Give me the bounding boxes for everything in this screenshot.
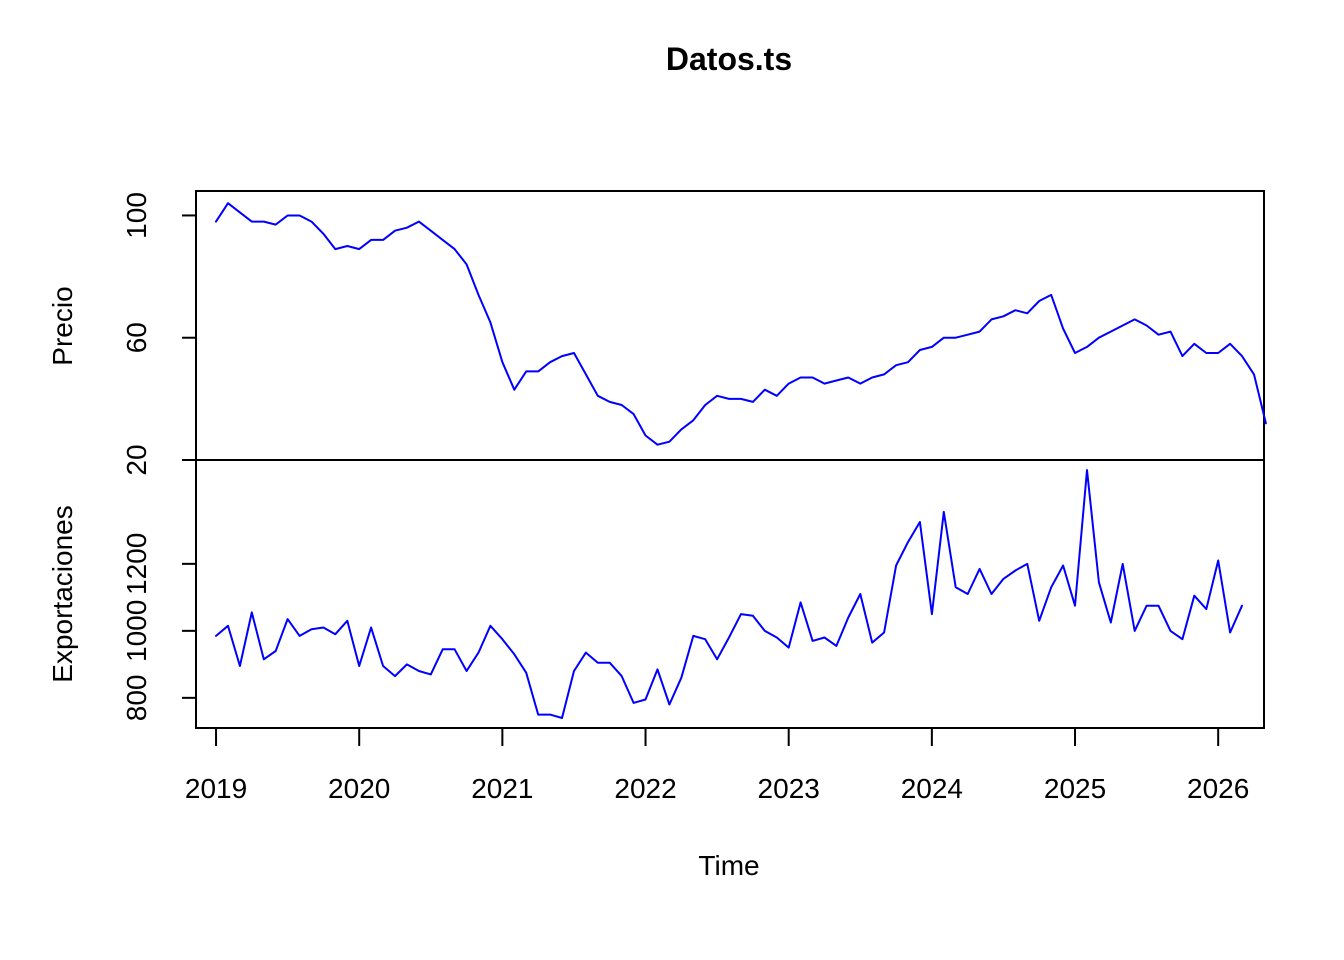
exportaciones-series-line (215, 469, 1243, 719)
y-tick-label: 800 (121, 674, 152, 721)
x-tick-label: 2021 (471, 773, 533, 804)
x-tick-label: 2022 (614, 773, 676, 804)
x-tick-label: 2020 (328, 773, 390, 804)
precio-series-line (215, 202, 1267, 446)
y-tick-label: 1200 (121, 533, 152, 595)
y-tick-label: 100 (121, 192, 152, 239)
exportaciones-panel: Exportaciones 800 1000 1200 (47, 459, 1265, 729)
precio-panel: Precio 20 60 100 (47, 190, 1267, 476)
y-tick-label: 1000 (121, 600, 152, 662)
x-tick-label: 2023 (758, 773, 820, 804)
x-axis: 2019 2020 2021 2022 2023 2024 2025 2026 (185, 727, 1249, 804)
x-tick-label: 2024 (901, 773, 963, 804)
precio-panel-frame (195, 190, 1265, 461)
exportaciones-y-axis: 800 1000 1200 (121, 533, 196, 721)
y-tick-label: 60 (121, 322, 152, 353)
precio-y-axis: 20 60 100 (121, 192, 196, 476)
x-tick-label: 2019 (185, 773, 247, 804)
exportaciones-y-axis-label: Exportaciones (47, 505, 78, 682)
exportaciones-panel-frame (195, 459, 1265, 729)
chart-title: Datos.ts (666, 41, 792, 77)
precio-y-axis-label: Precio (47, 286, 78, 365)
y-tick-label: 20 (121, 444, 152, 475)
x-axis-label: Time (698, 850, 759, 881)
x-tick-label: 2026 (1187, 773, 1249, 804)
x-tick-label: 2025 (1044, 773, 1106, 804)
